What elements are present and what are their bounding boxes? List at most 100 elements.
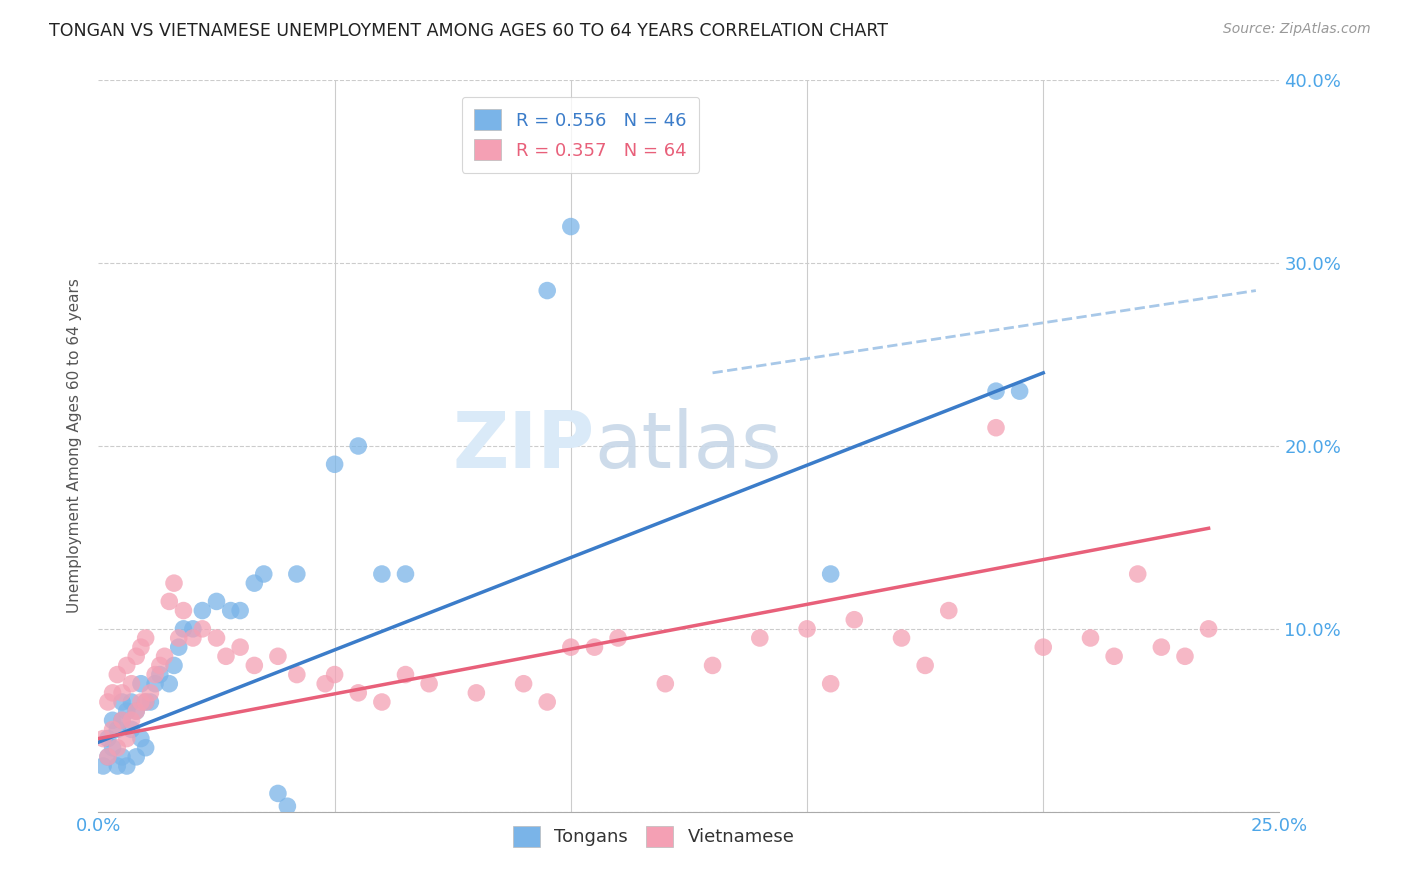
Point [135, 740, 157, 755]
Point [139, 695, 162, 709]
Point [105, 759, 128, 773]
Point [1102, 649, 1125, 664]
Point [125, 749, 148, 764]
Point [984, 384, 1007, 398]
Point [167, 631, 190, 645]
Point [101, 740, 124, 755]
Point [121, 676, 143, 690]
Point [111, 714, 134, 728]
Point [101, 723, 124, 737]
Point [1008, 384, 1031, 398]
Point [1080, 631, 1102, 645]
Point [1126, 567, 1149, 582]
Point [115, 759, 138, 773]
Point [101, 686, 124, 700]
Point [229, 640, 252, 655]
Point [465, 686, 488, 700]
Point [323, 457, 346, 471]
Point [536, 695, 558, 709]
Point [91, 731, 114, 746]
Point [243, 576, 266, 591]
Point [115, 704, 138, 718]
Point [111, 695, 134, 709]
Point [914, 658, 936, 673]
Point [157, 594, 180, 608]
Point [243, 658, 266, 673]
Point [1032, 640, 1054, 655]
Point [172, 622, 194, 636]
Point [820, 567, 842, 582]
Point [111, 686, 134, 700]
Point [560, 640, 582, 655]
Point [314, 676, 336, 690]
Point [323, 667, 346, 681]
Point [167, 640, 190, 655]
Point [143, 667, 166, 681]
Point [285, 567, 308, 582]
Point [157, 676, 180, 690]
Point [347, 439, 370, 453]
Point [143, 676, 166, 690]
Point [115, 658, 138, 673]
Point [129, 695, 152, 709]
Point [172, 603, 194, 617]
Point [253, 567, 276, 582]
Point [181, 622, 204, 636]
Point [702, 658, 724, 673]
Point [121, 723, 143, 737]
Point [1198, 622, 1220, 636]
Point [97, 731, 120, 746]
Point [229, 603, 252, 617]
Point [125, 649, 148, 664]
Point [97, 749, 120, 764]
Point [135, 695, 157, 709]
Point [139, 686, 162, 700]
Point [97, 749, 120, 764]
Point [129, 731, 152, 746]
Text: ZIP: ZIP [453, 408, 595, 484]
Point [394, 567, 416, 582]
Point [205, 594, 228, 608]
Point [105, 740, 128, 755]
Point [654, 676, 676, 690]
Text: Source: ZipAtlas.com: Source: ZipAtlas.com [1223, 22, 1371, 37]
Point [938, 603, 960, 617]
Point [105, 723, 128, 737]
Point [135, 695, 157, 709]
Point [149, 667, 172, 681]
Point [101, 714, 124, 728]
Point [191, 603, 214, 617]
Legend: Tongans, Vietnamese: Tongans, Vietnamese [505, 819, 801, 854]
Point [129, 676, 152, 690]
Point [583, 640, 606, 655]
Point [347, 686, 370, 700]
Point [163, 658, 186, 673]
Point [129, 640, 152, 655]
Point [215, 649, 238, 664]
Point [536, 284, 558, 298]
Point [125, 704, 148, 718]
Point [1174, 649, 1197, 664]
Point [111, 714, 134, 728]
Point [267, 787, 290, 801]
Point [267, 649, 290, 664]
Point [135, 631, 157, 645]
Point [820, 676, 842, 690]
Point [607, 631, 630, 645]
Point [748, 631, 770, 645]
Point [181, 631, 204, 645]
Point [163, 576, 186, 591]
Text: atlas: atlas [595, 408, 782, 484]
Point [149, 658, 172, 673]
Point [890, 631, 912, 645]
Point [371, 695, 394, 709]
Point [105, 667, 128, 681]
Point [285, 667, 308, 681]
Point [91, 759, 114, 773]
Point [1150, 640, 1173, 655]
Point [984, 421, 1007, 435]
Point [560, 219, 582, 234]
Point [115, 731, 138, 746]
Point [125, 704, 148, 718]
Y-axis label: Unemployment Among Ages 60 to 64 years: Unemployment Among Ages 60 to 64 years [67, 278, 83, 614]
